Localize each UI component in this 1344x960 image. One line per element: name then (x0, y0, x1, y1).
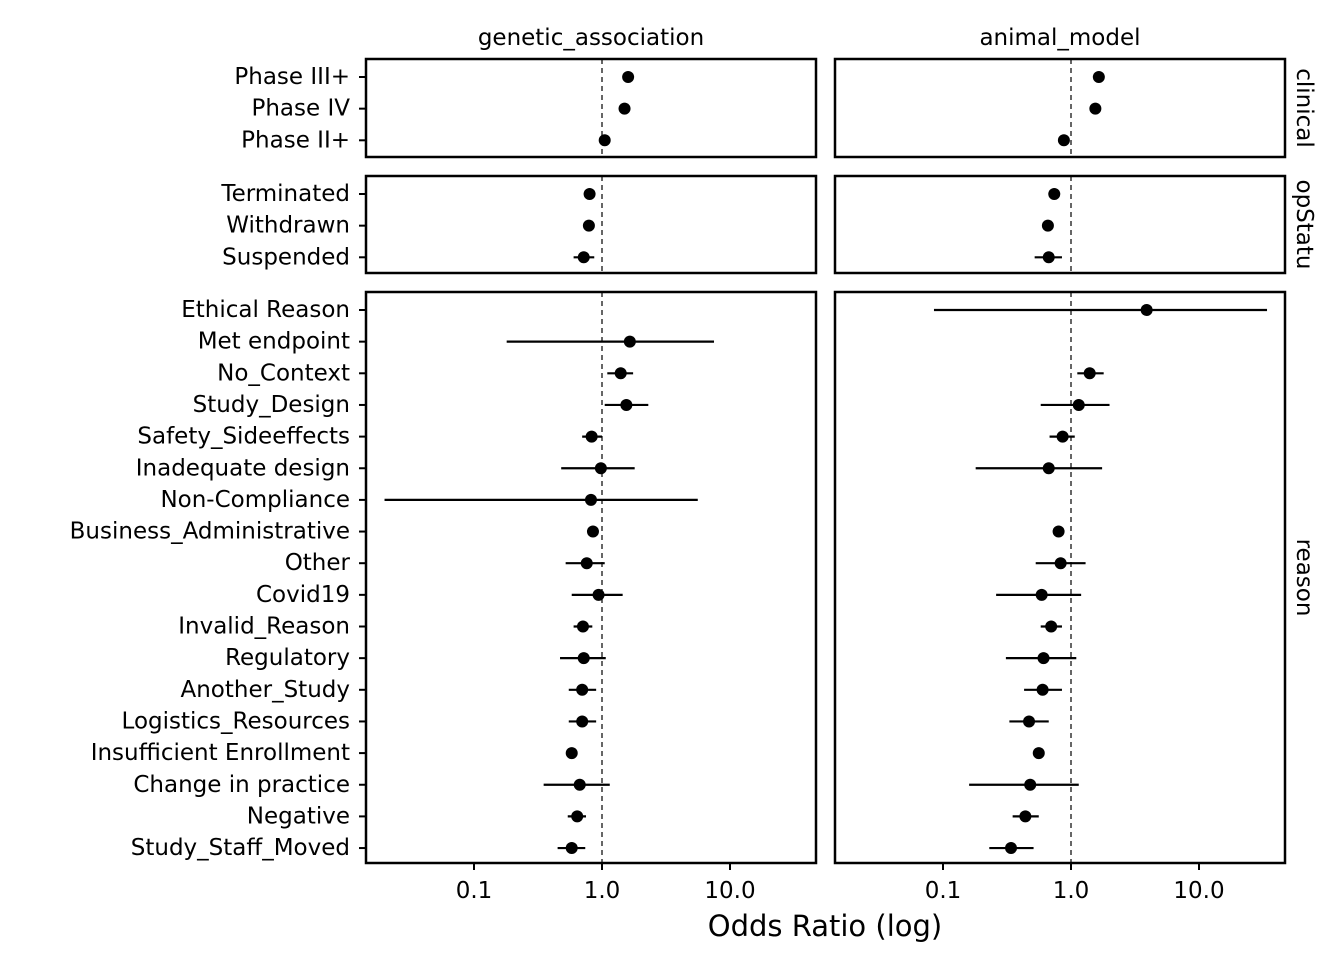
data-point (1042, 251, 1055, 264)
x-tick-label: 10.0 (1173, 878, 1224, 904)
row-strip: reason (1291, 539, 1317, 617)
column-strip-label: genetic_association (478, 25, 704, 51)
y-tick-label: Change in practice (133, 772, 350, 798)
data-point (585, 430, 598, 443)
x-tick-label: 0.1 (456, 878, 493, 904)
row-strip-label: opStatu (1291, 180, 1317, 270)
data-point (1032, 747, 1045, 760)
data-point (598, 134, 611, 147)
data-point (1019, 810, 1032, 823)
y-tick-label: Suspended (222, 244, 350, 270)
x-tick-label: 1.0 (1053, 878, 1090, 904)
data-point (592, 588, 605, 601)
panel-frame (364, 290, 818, 865)
y-tick-label: Logistics_Resources (122, 708, 350, 734)
data-point (580, 557, 593, 570)
data-point (1072, 398, 1085, 411)
data-point (1024, 778, 1037, 791)
x-tick-label: 1.0 (584, 878, 621, 904)
y-tick-label: Negative (247, 803, 350, 829)
panel-frame (364, 174, 818, 275)
data-point (1056, 430, 1069, 443)
data-point (1057, 134, 1070, 147)
y-tick-label: Non-Compliance (160, 487, 350, 513)
data-point (565, 842, 578, 855)
data-point (577, 251, 590, 264)
y-tick-label: Insufficient Enrollment (91, 740, 350, 766)
y-tick-label: Ethical Reason (181, 297, 350, 323)
data-point (576, 620, 589, 633)
column-strip-label: animal_model (979, 25, 1140, 51)
x-tick-label: 0.1 (925, 878, 962, 904)
data-point (620, 398, 633, 411)
data-point (577, 652, 590, 665)
data-point (565, 747, 578, 760)
data-point (1035, 588, 1048, 601)
data-point (582, 219, 595, 232)
y-tick-label: Study_Design (193, 392, 350, 418)
row-strip-label: clinical (1291, 68, 1317, 148)
data-point (622, 71, 635, 83)
data-point (1083, 367, 1096, 380)
panel-frame (833, 57, 1287, 159)
panel-frame (364, 57, 818, 159)
data-point (576, 683, 589, 696)
data-point (1054, 557, 1067, 570)
x-axis-title: Odds Ratio (log) (708, 909, 942, 943)
data-point (576, 715, 589, 728)
y-tick-label: Business_Administrative (70, 519, 350, 545)
y-tick-label: Invalid_Reason (178, 614, 350, 640)
data-point (571, 810, 584, 823)
y-tick-label: Other (285, 550, 351, 576)
data-point (1052, 525, 1065, 538)
y-tick-label: Inadequate design (136, 455, 350, 481)
y-tick-label: Terminated (220, 181, 350, 207)
data-point (1089, 102, 1102, 115)
data-point (1140, 304, 1153, 316)
row-strip: opStatu (1291, 180, 1317, 270)
y-tick-label: Study_Staff_Moved (131, 835, 350, 861)
x-tick-label: 10.0 (704, 878, 755, 904)
data-point (1037, 652, 1050, 665)
data-point (1036, 683, 1049, 696)
y-tick-label: Phase IV (251, 96, 350, 122)
data-point (583, 188, 596, 200)
data-point (1092, 71, 1105, 83)
y-tick-label: Another_Study (181, 677, 351, 703)
y-tick-label: Covid19 (256, 582, 350, 608)
data-point (586, 525, 599, 538)
panel-frame (833, 290, 1287, 865)
data-point (1005, 842, 1018, 855)
row-strip-label: reason (1291, 539, 1317, 617)
data-point (1042, 462, 1055, 475)
data-point (1023, 715, 1036, 728)
data-point (1041, 219, 1054, 232)
y-tick-label: Withdrawn (226, 213, 350, 239)
data-point (618, 102, 631, 115)
y-tick-label: Met endpoint (198, 329, 350, 355)
y-tick-label: Safety_Sideeffects (137, 424, 350, 450)
data-point (1048, 188, 1061, 200)
data-point (573, 778, 586, 791)
data-point (1045, 620, 1058, 633)
data-point (594, 462, 607, 475)
y-tick-label: Regulatory (225, 645, 350, 671)
y-tick-label: No_Context (217, 360, 350, 386)
y-tick-label: Phase II+ (241, 127, 350, 153)
y-tick-label: Phase III+ (234, 64, 350, 90)
data-point (614, 367, 627, 380)
panel-frame (833, 174, 1287, 275)
row-strip: clinical (1291, 68, 1317, 148)
data-point (623, 335, 636, 348)
data-point (584, 493, 597, 506)
